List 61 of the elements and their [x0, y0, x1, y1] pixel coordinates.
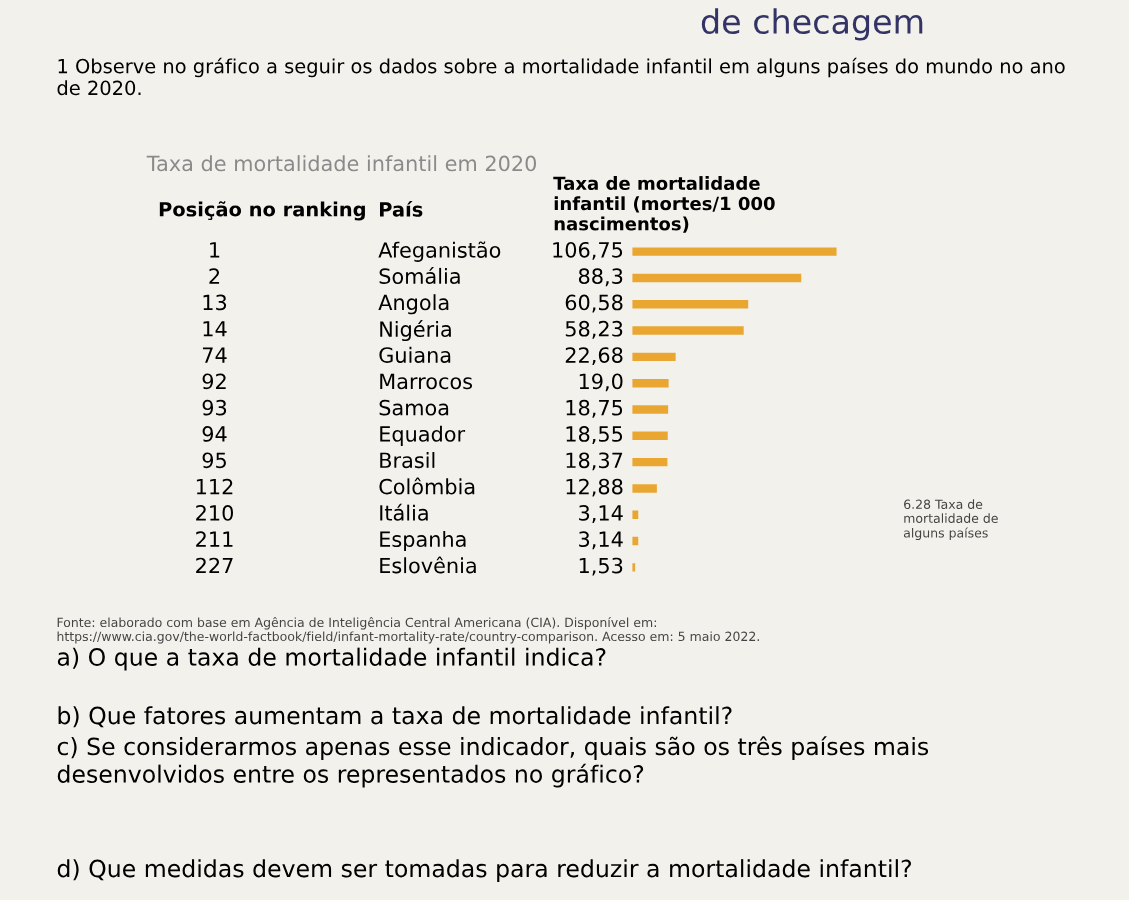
text: de checagem: [701, 8, 923, 41]
bar: [632, 431, 668, 441]
y-tick-label: Colômbia: [379, 477, 475, 495]
text: Taxa de mortalidade infantil (mortes/1 000 nascimentos): [553, 176, 775, 233]
data-label: 88,3: [578, 268, 623, 287]
data-label: 18,75: [566, 399, 623, 418]
y-tick-label: Nigéria: [380, 320, 451, 342]
text: c) Se considerarmos apenas esse indicador, quais são os três países mais desenvolvidos entre os representados no gráfico?: [57, 736, 929, 788]
text: Taxa de mortalidade infantil em 2020: [146, 155, 537, 172]
text: b) Que fatores aumentam a taxa de mortalidade infantil?: [58, 706, 732, 728]
y-tick-label: Afeganistão: [378, 241, 501, 262]
data-label: 58,23: [565, 320, 623, 339]
source-note: Fonte: elaborado com base em Agência de Inteligência Central Americana (CIA). Disponível em: https://www.cia.gov/the-world-factbook/field/infant-mortality-rate/country-comparison. Acesso em: 5 maio 2022.: [57, 616, 759, 644]
y-tick-label: Brasil: [380, 452, 435, 469]
text: 211: [196, 531, 233, 547]
bar: [632, 352, 676, 362]
text: 6.28 Taxa de mortalidade de alguns países: [903, 499, 998, 540]
text: d) Que medidas devem ser tomadas para reduzir a mortalidade infantil?: [57, 859, 911, 882]
text: 13: [203, 294, 227, 311]
bar: [632, 247, 837, 256]
text: 92: [202, 373, 226, 390]
data-label: 22,68: [565, 347, 623, 366]
text: 74: [202, 347, 227, 363]
y-tick-label: Espanha: [380, 530, 466, 552]
data-label: 12,88: [566, 478, 623, 497]
text: 1 Observe no gráfico a seguir os dados sobre a mortalidade infantil em alguns países do mundo no ano de 2020.: [57, 57, 1065, 96]
y-tick-label: Somália: [379, 267, 460, 285]
text: 14: [203, 321, 227, 337]
data-label: 3,14: [579, 505, 623, 523]
y-tick-label: Guiana: [379, 346, 451, 363]
data-label: 3,14: [579, 531, 623, 550]
bar: [632, 378, 669, 388]
text: 1: [210, 242, 220, 258]
y-tick-label: Marrocos: [380, 373, 473, 390]
text: País: [380, 200, 423, 217]
data-label: 18,37: [566, 452, 623, 471]
y-tick-label: Angola: [378, 294, 449, 315]
text: 93: [202, 399, 227, 416]
data-label: 106,75: [553, 241, 623, 260]
data-label: 60,58: [565, 294, 623, 313]
text: 94: [202, 426, 227, 442]
text: 2: [209, 268, 220, 284]
data-label: 19,0: [579, 373, 623, 392]
bar: [632, 273, 802, 283]
text: 227: [196, 557, 233, 574]
bar: [632, 484, 657, 493]
bar: [632, 457, 668, 467]
text: 112: [196, 478, 233, 495]
text: Posição no ranking: [159, 201, 365, 221]
text: a) O que a taxa de mortalidade infantil indica?: [57, 647, 606, 671]
y-tick-label: Samoa: [379, 399, 449, 416]
text: 210: [196, 505, 234, 521]
y-tick-label: Itália: [380, 503, 428, 521]
y-tick-label: Equador: [380, 425, 466, 446]
text: 95: [202, 452, 226, 469]
bar: [632, 326, 744, 335]
bar: [632, 405, 669, 414]
data-label: 18,55: [566, 426, 623, 444]
bar: [632, 300, 749, 309]
data-label: 1,53: [579, 557, 623, 576]
y-tick-label: Eslovênia: [380, 556, 476, 574]
